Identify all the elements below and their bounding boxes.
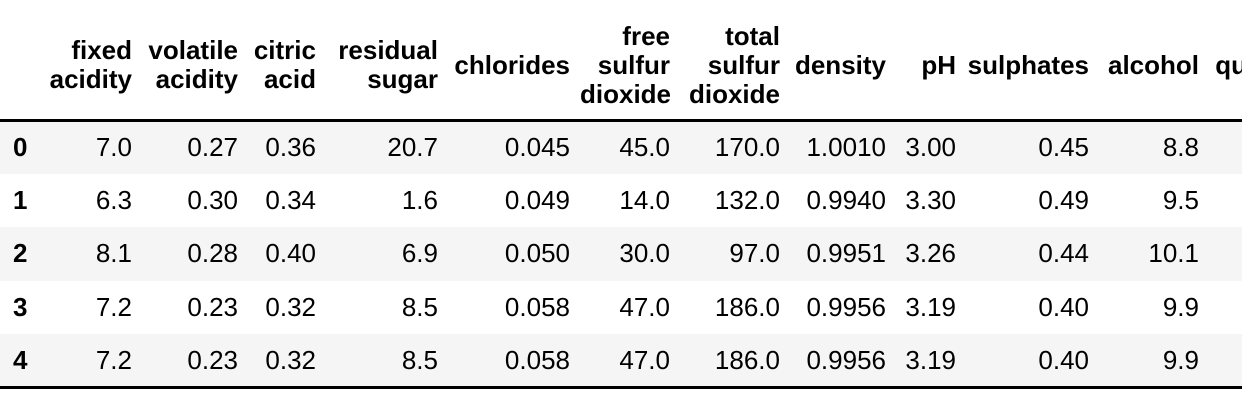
- cell-2-ph: 3.26: [905, 238, 956, 269]
- cell-1-quality: [1209, 174, 1242, 228]
- cell-1-chlorides: 0.049: [504, 184, 570, 215]
- cell-1-volatile-acidity: 0.30: [187, 184, 238, 215]
- cell-3-alcohol: 9.9: [1162, 291, 1199, 322]
- cell-3-residual-sugar: 8.5: [401, 291, 438, 322]
- cell-3-density: 0.9956: [806, 291, 886, 322]
- cell-4-ph: 3.19: [896, 334, 966, 389]
- cell-3-free-sulfur-dioxide: 47.0: [619, 291, 670, 322]
- column-header-density: density: [790, 0, 896, 122]
- table-row-4: 4 7.2 0.23 0.32 8.5 0.058 47.0 186.0 0.9956 3.19 0…: [0, 334, 1242, 389]
- cell-2-residual-sugar: 6.9: [401, 238, 438, 269]
- row-index-cell: 3: [13, 291, 28, 322]
- cell-0-ph: 3.00: [905, 132, 956, 162]
- cell-1-sulphates: 0.49: [1038, 184, 1089, 215]
- cell-0-free-sulfur-dioxide: 45.0: [619, 132, 670, 162]
- cell-3-fixed-acidity: 7.2: [95, 291, 132, 322]
- cell-4-sulphates: 0.40: [966, 334, 1099, 389]
- column-header-total-sulfur-dioxide: total sulfur dioxide: [680, 0, 790, 122]
- header-row: fixed acidity volatile acidity citric acid…: [0, 0, 1242, 122]
- cell-4-citric-acid: 0.32: [248, 334, 326, 389]
- cell-3-sulphates: 0.40: [1038, 291, 1089, 322]
- cell-2-chlorides: 0.050: [504, 238, 570, 269]
- column-header-residual-sugar: residual sugar: [326, 0, 448, 122]
- cell-4-free-sulfur-dioxide: 47.0: [580, 334, 680, 389]
- cell-4-total-sulfur-dioxide: 186.0: [680, 334, 790, 389]
- cell-2-density: 0.9951: [806, 238, 886, 269]
- cell-2-free-sulfur-dioxide: 30.0: [619, 238, 670, 269]
- table-row-2: 2 8.1 0.28 0.40 6.9 0.050 30.0 97.0 0.9951 3.26 0.…: [0, 227, 1242, 281]
- cell-0-chlorides: 0.045: [504, 132, 570, 162]
- row-index-cell: 1: [13, 184, 28, 215]
- cell-4-chlorides: 0.058: [448, 334, 580, 389]
- cell-1-alcohol: 9.5: [1162, 184, 1199, 215]
- cell-0-quality: [1209, 120, 1242, 174]
- cell-4-quality: [1209, 334, 1242, 389]
- cell-1-total-sulfur-dioxide: 132.0: [714, 184, 780, 215]
- cell-1-residual-sugar: 1.6: [401, 184, 438, 215]
- column-header-sulphates: sulphates: [966, 0, 1099, 122]
- cell-3-chlorides: 0.058: [504, 291, 570, 322]
- column-header-chlorides: chlorides: [448, 0, 580, 122]
- cell-0-citric-acid: 0.36: [265, 132, 316, 162]
- cell-0-sulphates: 0.45: [1038, 132, 1089, 162]
- cell-3-citric-acid: 0.32: [265, 291, 316, 322]
- cell-4-alcohol: 9.9: [1099, 334, 1209, 389]
- cell-3-total-sulfur-dioxide: 186.0: [714, 291, 780, 322]
- column-header-citric-acid: citric acid: [248, 0, 326, 122]
- dataframe-table: fixed acidity volatile acidity citric acid…: [0, 0, 1242, 389]
- row-index-cell: 4: [0, 334, 40, 389]
- cell-3-ph: 3.19: [905, 291, 956, 322]
- cell-1-fixed-acidity: 6.3: [95, 184, 132, 215]
- index-header-cell: [0, 0, 40, 122]
- cell-0-alcohol: 8.8: [1162, 132, 1199, 162]
- cell-1-ph: 3.30: [905, 184, 956, 215]
- cell-0-density: 1.0010: [806, 132, 886, 162]
- cell-1-citric-acid: 0.34: [265, 184, 316, 215]
- cell-2-alcohol: 10.1: [1148, 238, 1199, 269]
- cell-2-citric-acid: 0.40: [265, 238, 316, 269]
- cell-0-total-sulfur-dioxide: 170.0: [714, 132, 780, 162]
- row-index-cell: 2: [13, 238, 28, 269]
- cell-0-residual-sugar: 20.7: [387, 132, 438, 162]
- column-header-free-sulfur-dioxide: free sulfur dioxide: [580, 0, 680, 122]
- table-row-0: 0 7.0 0.27 0.36 20.7 0.045 45.0 170.0 1.0010 3.00…: [0, 120, 1242, 174]
- cell-4-density: 0.9956: [790, 334, 896, 389]
- table-row-1: 1 6.3 0.30 0.34 1.6 0.049 14.0 132.0 0.9940 3.30 0…: [0, 174, 1242, 228]
- cell-4-volatile-acidity: 0.23: [142, 334, 248, 389]
- cell-2-quality: [1209, 227, 1242, 281]
- cell-0-volatile-acidity: 0.27: [187, 132, 238, 162]
- cell-3-volatile-acidity: 0.23: [187, 291, 238, 322]
- row-index-cell: 0: [13, 132, 28, 162]
- cell-2-volatile-acidity: 0.28: [187, 238, 238, 269]
- cell-1-free-sulfur-dioxide: 14.0: [619, 184, 670, 215]
- column-header-fixed-acidity: fixed acidity: [40, 0, 142, 122]
- cell-0-fixed-acidity: 7.0: [95, 132, 132, 162]
- cell-2-sulphates: 0.44: [1038, 238, 1089, 269]
- cell-3-quality: [1209, 281, 1242, 335]
- column-header-volatile-acidity: volatile acidity: [142, 0, 248, 122]
- cell-2-fixed-acidity: 8.1: [95, 238, 132, 269]
- column-header-quality: quality: [1209, 0, 1242, 122]
- cell-4-residual-sugar: 8.5: [326, 334, 448, 389]
- cell-2-total-sulfur-dioxide: 97.0: [729, 238, 780, 269]
- column-header-alcohol: alcohol: [1099, 0, 1209, 122]
- cell-1-density: 0.9940: [806, 184, 886, 215]
- column-header-ph: pH: [896, 0, 966, 122]
- table-row-3: 3 7.2 0.23 0.32 8.5 0.058 47.0 186.0 0.9956 3.19 0…: [0, 281, 1242, 335]
- cell-4-fixed-acidity: 7.2: [40, 334, 142, 389]
